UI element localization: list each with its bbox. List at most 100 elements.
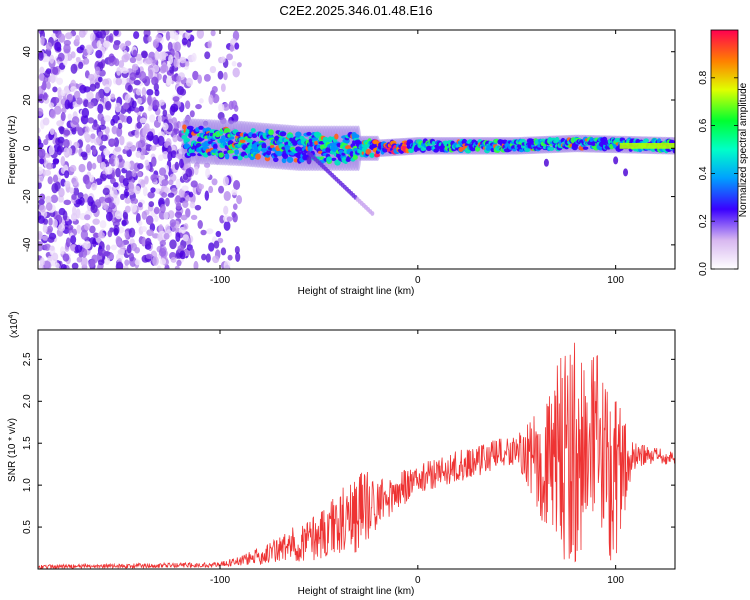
heatmap-noise-cell: [153, 41, 159, 49]
heatmap-noise-cell: [152, 256, 159, 266]
heatmap-noise-cell: [78, 61, 84, 70]
heatmap-noise-cell: [56, 77, 64, 85]
colorbar-tick-label: 0.0: [698, 262, 709, 276]
heatmap-noise-cell: [157, 135, 165, 146]
heatmap-ridge-cell: [349, 152, 354, 157]
heatmap-noise-cell: [79, 44, 85, 51]
heatmap-noise-cell: [158, 99, 165, 106]
heatmap-noise-cell: [112, 221, 120, 227]
heatmap-noise-cell: [169, 66, 175, 74]
snr-frame: [37, 329, 676, 570]
heatmap-noise-cell: [38, 230, 43, 241]
heatmap-noise-cell: [232, 30, 240, 41]
heatmap-noise-cell: [198, 183, 205, 190]
heatmap-noise-cell: [128, 227, 136, 238]
heatmap-ridge-cell: [241, 151, 246, 155]
heatmap-noise-cell: [59, 146, 65, 153]
heatmap-noise-cell: [111, 125, 118, 135]
snr-ylabel: SNR (10 * v/v): [7, 418, 18, 482]
snr-ytick-label: 2.5: [22, 352, 33, 366]
heatmap-noise-cell: [145, 253, 153, 260]
heatmap-noise-cell: [89, 237, 97, 245]
heatmap-noise-cell: [145, 237, 152, 247]
heatmap-noise-cell: [121, 219, 127, 227]
heatmap-noise-cell: [179, 88, 187, 96]
heatmap-ridge-cell: [249, 156, 255, 161]
heatmap-noise-cell: [103, 115, 111, 122]
heatmap-noise-cell: [69, 164, 77, 173]
heatmap-noise-cell: [100, 134, 108, 142]
heatmap-noise-cell: [234, 245, 240, 255]
heatmap-noise-cell: [93, 30, 100, 35]
heatmap-noise-cell: [136, 122, 142, 129]
heatmap-noise-cell: [79, 84, 87, 94]
heatmap-noise-cell: [116, 66, 122, 76]
heatmap-noise-cell: [226, 216, 233, 222]
heatmap-noise-cell: [52, 66, 59, 75]
heatmap-noise-cell: [52, 86, 58, 93]
heatmap-noise-cell: [45, 195, 52, 205]
heatmap-noise-cell: [105, 211, 113, 222]
heatmap-noise-cell: [175, 202, 182, 210]
heatmap-ridge-cell: [220, 135, 227, 140]
heatmap-ridge-cell: [643, 138, 649, 143]
heatmap-noise-cell: [205, 167, 211, 178]
heatmap-noise-cell: [91, 182, 97, 191]
heatmap-noise-cell: [148, 69, 154, 80]
heatmap-noise-cell: [126, 244, 132, 254]
heatmap-spur-cell: [543, 158, 549, 167]
heatmap-noise-cell: [184, 31, 191, 40]
heatmap-noise-cell: [47, 176, 53, 185]
heatmap-noise-cell: [229, 44, 235, 52]
heatmap-noise-cell: [97, 103, 104, 114]
heatmap-noise-cell: [169, 219, 176, 227]
heatmap-noise-cell: [86, 44, 94, 55]
heatmap-noise-cell: [38, 215, 45, 224]
heatmap-noise-cell: [134, 129, 140, 139]
heatmap-noise-cell: [151, 76, 159, 86]
heatmap-noise-cell: [231, 113, 239, 123]
heatmap-ridge-cell: [519, 138, 526, 144]
heatmap-noise-cell: [39, 158, 45, 165]
heatmap-noise-cell: [163, 232, 170, 240]
heatmap-noise-cell: [217, 70, 224, 80]
heatmap-ridge-cell: [239, 139, 246, 143]
heatmap-noise-cell: [139, 117, 147, 124]
heatmap-noise-cell: [122, 177, 129, 187]
heatmap-noise-cell: [189, 248, 195, 259]
heatmap-ridge-cell: [369, 152, 375, 158]
heatmap-noise-cell: [51, 183, 59, 194]
heatmap-noise-cell: [39, 263, 44, 269]
snr-xtick-label: 0: [415, 575, 421, 586]
heatmap-noise-cell: [210, 30, 216, 37]
heatmap-noise-cell: [83, 57, 90, 65]
heatmap-noise-cell: [63, 199, 72, 206]
heatmap-noise-cell: [144, 175, 149, 185]
heatmap-noise-cell: [38, 86, 43, 94]
heatmap-noise-cell: [209, 66, 217, 74]
heatmap-ridge-cell: [306, 131, 312, 136]
heatmap-noise-cell: [110, 93, 116, 100]
heatmap-ridge-cell: [270, 145, 275, 149]
colorbar-tick-label: 0.4: [698, 166, 709, 180]
heatmap-noise-cell: [157, 115, 163, 123]
heatmap-noise-cell: [174, 41, 181, 52]
heatmap-noise-cell: [194, 166, 199, 176]
heatmap-ridge-band: [619, 142, 675, 149]
heatmap-noise-cell: [48, 217, 53, 226]
heatmap-noise-cell: [134, 259, 141, 266]
heatmap-noise-cell: [117, 248, 125, 255]
heatmap-noise-cell: [157, 232, 163, 242]
heatmap-noise-cell: [113, 189, 118, 199]
heatmap-spur-cell: [306, 156, 312, 165]
heatmap-noise-cell: [64, 99, 71, 110]
heatmap-noise-cell: [119, 135, 125, 146]
spectrogram-xtick-label: 100: [607, 275, 624, 286]
heatmap-noise-cell: [196, 30, 205, 39]
heatmap-noise-cell: [103, 84, 111, 94]
heatmap-noise-cell: [149, 145, 157, 151]
heatmap-noise-cell: [60, 89, 66, 97]
heatmap-noise-cell: [96, 154, 103, 164]
heatmap-noise-cell: [52, 96, 60, 104]
